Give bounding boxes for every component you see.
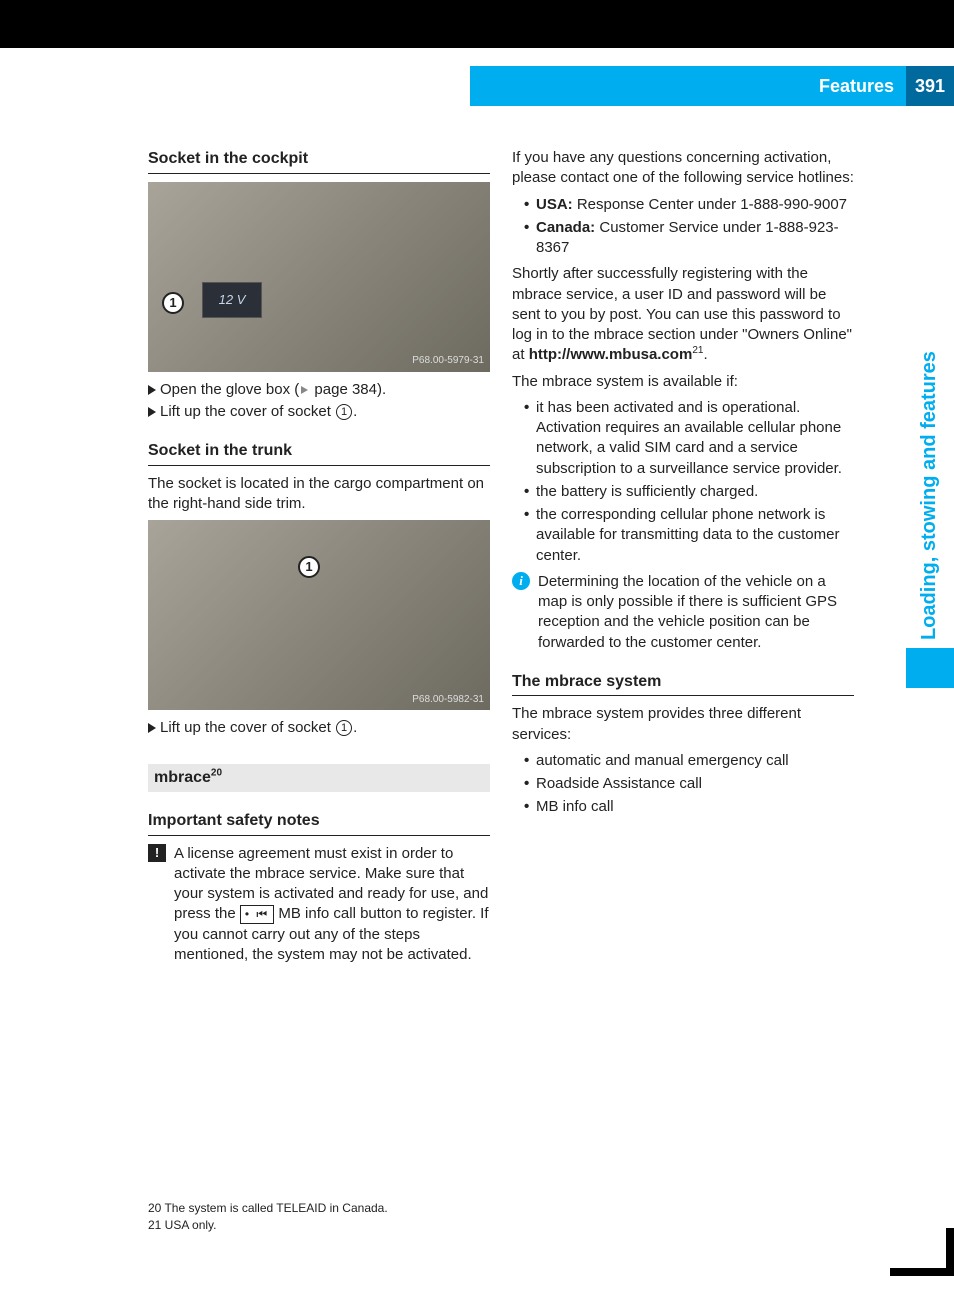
availability-list: it has been activated and is operational… — [524, 398, 854, 566]
warning-note: ! A license agreement must exist in orde… — [148, 844, 490, 966]
service-item: automatic and manual emergency call — [524, 751, 854, 771]
mb-info-button-icon: • ⏮ — [240, 905, 274, 923]
content-area: Socket in the cockpit 1 12 V P68.00-5979… — [148, 146, 854, 1234]
crossref-icon — [301, 386, 308, 394]
availability-item: the corresponding cellular phone network… — [524, 505, 854, 566]
hotline-list: USA: Response Center under 1-888-990-900… — [524, 195, 854, 259]
page-number: 391 — [906, 66, 954, 106]
step-marker-icon — [148, 385, 156, 395]
corner-crop-mark — [946, 1228, 954, 1268]
info-icon: i — [512, 572, 530, 590]
figure-code: P68.00-5982-31 — [412, 693, 484, 707]
paragraph-services-intro: The mbrace system provides three differe… — [512, 704, 854, 745]
side-tab-label: Loading, stowing and features — [918, 280, 944, 640]
footnotes: 20 The system is called TELEAID in Canad… — [148, 1199, 388, 1234]
step-marker-icon — [148, 723, 156, 733]
paragraph-available-if: The mbrace system is available if: — [512, 372, 854, 392]
services-list: automatic and manual emergency call Road… — [524, 751, 854, 818]
corner-crop-mark — [890, 1268, 954, 1276]
footnote-20: 20 The system is called TELEAID in Canad… — [148, 1200, 388, 1216]
figure-callout-1: 1 — [162, 292, 184, 314]
service-item: MB info call — [524, 797, 854, 817]
side-tab-marker — [906, 648, 954, 688]
info-note: i Determining the location of the vehicl… — [512, 572, 854, 653]
hotline-canada: Canada: Customer Service under 1-888-923… — [524, 218, 854, 259]
callout-ref-1: 1 — [336, 404, 352, 420]
availability-item: it has been activated and is operational… — [524, 398, 854, 479]
heading-mbrace: mbrace20 — [148, 764, 490, 792]
top-black-bar — [0, 0, 954, 48]
availability-item: the battery is sufficiently charged. — [524, 482, 854, 502]
left-column: Socket in the cockpit 1 12 V P68.00-5979… — [148, 146, 490, 1234]
header-section-title: Features — [819, 76, 894, 97]
warning-icon: ! — [148, 844, 166, 862]
paragraph-registration: Shortly after successfully registering w… — [512, 264, 854, 365]
step-marker-icon — [148, 407, 156, 417]
hotline-usa: USA: Response Center under 1-888-990-900… — [524, 195, 854, 215]
header-stripe: Features — [0, 66, 906, 106]
step-text: Open the glove box ( page 384). — [160, 380, 386, 400]
right-column: If you have any questions concerning act… — [512, 146, 854, 1234]
step-lift-cover-cockpit: Lift up the cover of socket 1. — [148, 402, 490, 422]
step-text: Lift up the cover of socket 1. — [160, 718, 357, 738]
paragraph-trunk-location: The socket is located in the cargo compa… — [148, 474, 490, 515]
step-open-glove-box: Open the glove box ( page 384). — [148, 380, 490, 400]
info-text: Determining the location of the vehicle … — [538, 572, 854, 653]
figure-cockpit-socket: 1 12 V P68.00-5979-31 — [148, 182, 490, 372]
footnote-21: 21 USA only. — [148, 1217, 388, 1233]
paragraph-hotlines-intro: If you have any questions concerning act… — [512, 148, 854, 189]
figure-12v-label: 12 V — [202, 282, 262, 318]
heading-safety-notes: Important safety notes — [148, 810, 490, 836]
figure-code: P68.00-5979-31 — [412, 354, 484, 368]
url-mbusa: http://www.mbusa.com — [529, 346, 693, 363]
figure-trunk-socket: 1 P68.00-5982-31 — [148, 520, 490, 710]
callout-ref-1: 1 — [336, 720, 352, 736]
header-band: Features 391 — [0, 66, 954, 106]
heading-socket-cockpit: Socket in the cockpit — [148, 148, 490, 174]
heading-mbrace-system: The mbrace system — [512, 671, 854, 697]
step-text: Lift up the cover of socket 1. — [160, 402, 357, 422]
side-tab: Loading, stowing and features — [906, 280, 954, 700]
step-lift-cover-trunk: Lift up the cover of socket 1. — [148, 718, 490, 738]
service-item: Roadside Assistance call — [524, 774, 854, 794]
warning-text: A license agreement must exist in order … — [174, 844, 490, 966]
heading-socket-trunk: Socket in the trunk — [148, 440, 490, 466]
figure-callout-1: 1 — [298, 556, 320, 578]
